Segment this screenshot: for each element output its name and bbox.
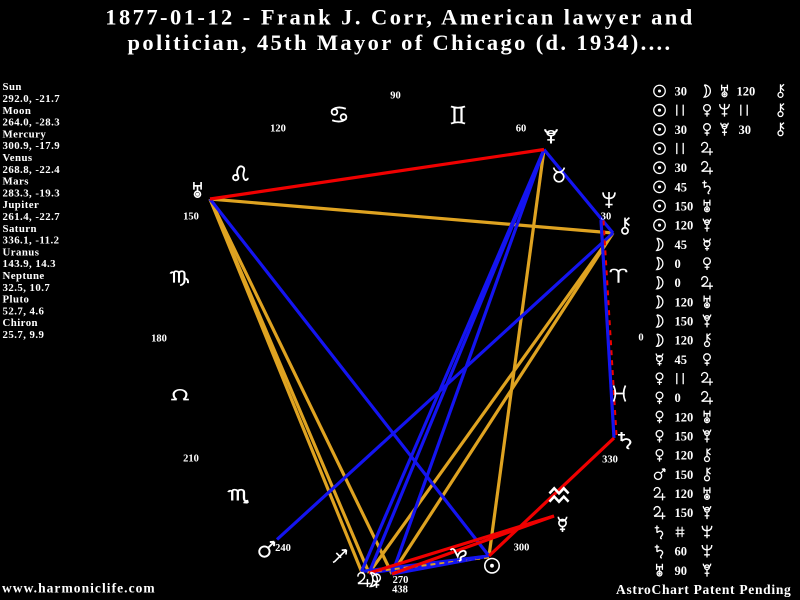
svg-text:60: 60 xyxy=(675,545,688,559)
svg-text:120: 120 xyxy=(675,219,694,233)
svg-text:Jupiter: Jupiter xyxy=(3,199,40,211)
svg-text:45: 45 xyxy=(675,353,688,367)
svg-text:270: 270 xyxy=(393,575,409,586)
svg-text:120: 120 xyxy=(675,410,694,424)
svg-text:Neptune: Neptune xyxy=(3,270,45,282)
svg-text:0: 0 xyxy=(675,391,681,405)
svg-text:45: 45 xyxy=(675,238,688,252)
svg-text:www.harmoniclife.com: www.harmoniclife.com xyxy=(2,581,156,596)
svg-text:330: 330 xyxy=(602,455,618,466)
svg-text:AstroChart Patent Pending: AstroChart Patent Pending xyxy=(616,582,792,597)
svg-text:30: 30 xyxy=(675,161,688,175)
svg-text:Mars: Mars xyxy=(3,176,29,188)
svg-text:60: 60 xyxy=(516,124,527,135)
svg-text:30: 30 xyxy=(675,123,688,137)
svg-text:120: 120 xyxy=(270,124,286,135)
svg-text:Venus: Venus xyxy=(3,152,33,164)
svg-text:120: 120 xyxy=(737,85,756,99)
svg-text:120: 120 xyxy=(675,334,694,348)
svg-text:150: 150 xyxy=(675,315,694,329)
svg-text:150: 150 xyxy=(675,506,694,520)
svg-text:283.3, -19.3: 283.3, -19.3 xyxy=(3,187,61,199)
svg-text:90: 90 xyxy=(675,564,688,578)
svg-text:240: 240 xyxy=(275,543,291,554)
svg-text:30: 30 xyxy=(601,212,612,223)
svg-text:150: 150 xyxy=(675,200,694,214)
svg-text:30: 30 xyxy=(739,123,752,137)
svg-text:210: 210 xyxy=(183,454,199,465)
svg-text:0: 0 xyxy=(675,276,681,290)
svg-text:300: 300 xyxy=(514,543,530,554)
svg-text:Pluto: Pluto xyxy=(3,294,30,306)
svg-text:300.9, -17.9: 300.9, -17.9 xyxy=(3,140,61,152)
svg-text:Sun: Sun xyxy=(3,81,22,93)
svg-text:180: 180 xyxy=(151,334,167,345)
svg-text:120: 120 xyxy=(675,295,694,309)
svg-text:150: 150 xyxy=(675,430,694,444)
svg-text:Mercury: Mercury xyxy=(3,128,47,140)
svg-text:1877-01-12 - Frank J. Corr, Am: 1877-01-12 - Frank J. Corr, American law… xyxy=(105,5,695,30)
svg-text:261.4, -22.7: 261.4, -22.7 xyxy=(3,211,61,223)
svg-text:264.0, -28.3: 264.0, -28.3 xyxy=(3,117,61,129)
svg-text:143.9, 14.3: 143.9, 14.3 xyxy=(3,258,57,270)
svg-text:150: 150 xyxy=(183,212,199,223)
svg-text:25.7, 9.9: 25.7, 9.9 xyxy=(3,329,45,341)
svg-text:32.5, 10.7: 32.5, 10.7 xyxy=(3,282,51,294)
svg-text:Saturn: Saturn xyxy=(3,223,38,235)
svg-text:52.7, 4.6: 52.7, 4.6 xyxy=(3,305,45,317)
svg-text:150: 150 xyxy=(675,468,694,482)
svg-text:336.1, -11.2: 336.1, -11.2 xyxy=(3,235,60,247)
svg-text:292.0, -21.7: 292.0, -21.7 xyxy=(3,93,61,105)
svg-text:438: 438 xyxy=(392,584,408,595)
svg-text:0: 0 xyxy=(638,333,643,344)
svg-text:Chiron: Chiron xyxy=(3,317,39,329)
svg-text:120: 120 xyxy=(675,449,694,463)
svg-text:Moon: Moon xyxy=(3,105,32,117)
svg-text:0: 0 xyxy=(675,257,681,271)
svg-text:45: 45 xyxy=(675,180,688,194)
svg-text:90: 90 xyxy=(390,91,401,102)
svg-text:30: 30 xyxy=(675,85,688,99)
svg-text:120: 120 xyxy=(675,487,694,501)
svg-text:Uranus: Uranus xyxy=(3,246,40,258)
svg-text:politician, 45th Mayor of Chic: politician, 45th Mayor of Chicago (d. 19… xyxy=(127,30,672,55)
svg-text:268.8, -22.4: 268.8, -22.4 xyxy=(3,164,61,176)
